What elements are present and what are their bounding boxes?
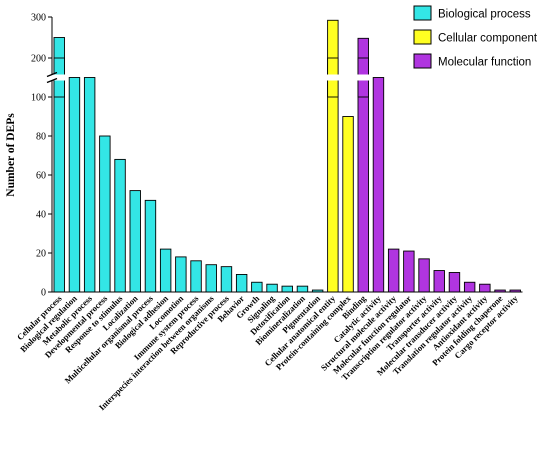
- y-tick-label: 60: [36, 171, 46, 182]
- bar: [68, 77, 81, 293]
- bar: [433, 270, 445, 293]
- bar: [296, 285, 309, 293]
- bar: [281, 285, 293, 293]
- y-tick-label: 200: [31, 54, 46, 65]
- legend: Biological process Cellular component Mole…: [413, 5, 538, 69]
- legend-swatch: [413, 53, 432, 69]
- y-tick-label: 100: [31, 93, 46, 104]
- legend-label: Cellular component: [438, 33, 538, 45]
- bar: [372, 77, 385, 293]
- legend-swatch: [413, 29, 432, 45]
- bar: [129, 190, 141, 293]
- bar: [479, 283, 491, 293]
- bar: [83, 77, 96, 293]
- legend-swatch: [413, 5, 432, 21]
- bar: [463, 281, 476, 293]
- legend-label: Molecular function: [438, 57, 531, 69]
- y-tick-label: 300: [31, 13, 46, 24]
- bars-layer: [53, 19, 521, 293]
- bar: [159, 248, 172, 293]
- bar: [342, 116, 354, 293]
- axis-break-mark: [46, 71, 58, 78]
- y-axis-title: Number of DEPs: [5, 113, 17, 197]
- y-tick-label: 20: [36, 249, 46, 260]
- bar: [251, 281, 263, 293]
- y-tick-label: 40: [36, 210, 46, 221]
- y-tick-label: 0: [41, 288, 46, 299]
- bar: [220, 266, 233, 293]
- bar: [144, 199, 157, 293]
- bar: [403, 250, 415, 293]
- bar: [99, 135, 111, 293]
- bar: [387, 248, 400, 293]
- bar: [190, 260, 202, 293]
- y-tick-label: 80: [36, 132, 46, 143]
- bar-break-mark: [53, 74, 66, 81]
- bar-break-mark: [357, 74, 370, 81]
- bar: [266, 283, 278, 293]
- bar: [418, 258, 430, 293]
- bar: [114, 158, 126, 293]
- y-axis: 0 20 40 60 80 100 200 300: [31, 13, 523, 299]
- bar: [175, 256, 187, 293]
- bar: [205, 264, 217, 293]
- bar: [448, 272, 461, 293]
- bar: [235, 274, 248, 293]
- bar-break-mark: [326, 74, 340, 81]
- axis-break-mark: [46, 77, 58, 84]
- legend-label: Biological process: [438, 9, 531, 21]
